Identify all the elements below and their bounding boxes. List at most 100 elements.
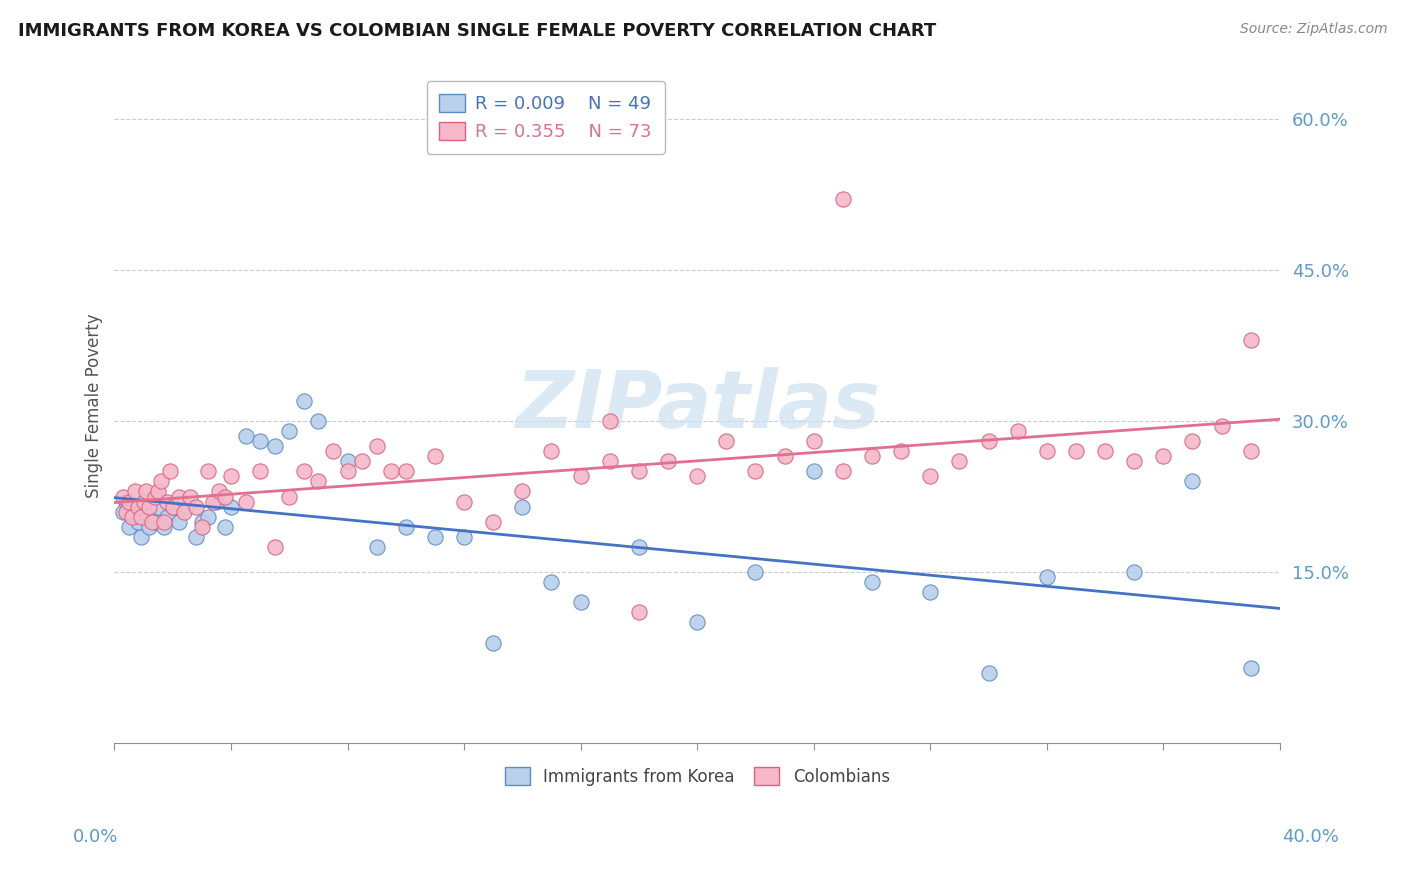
Point — [453, 530, 475, 544]
Point — [184, 530, 207, 544]
Point — [920, 469, 942, 483]
Point — [132, 494, 155, 508]
Point — [143, 515, 166, 529]
Text: 0.0%: 0.0% — [73, 828, 118, 846]
Point — [235, 494, 257, 508]
Point — [208, 484, 231, 499]
Point — [202, 494, 225, 508]
Point — [214, 519, 236, 533]
Point — [278, 424, 301, 438]
Point — [599, 454, 621, 468]
Point — [1152, 449, 1174, 463]
Point — [146, 484, 169, 499]
Point — [599, 414, 621, 428]
Point — [1211, 419, 1233, 434]
Point — [118, 494, 141, 508]
Point — [831, 193, 853, 207]
Point — [138, 519, 160, 533]
Point — [132, 505, 155, 519]
Text: IMMIGRANTS FROM KOREA VS COLOMBIAN SINGLE FEMALE POVERTY CORRELATION CHART: IMMIGRANTS FROM KOREA VS COLOMBIAN SINGL… — [18, 22, 936, 40]
Point — [627, 540, 650, 554]
Point — [191, 515, 214, 529]
Point — [540, 444, 562, 458]
Point — [146, 500, 169, 514]
Point — [138, 500, 160, 514]
Legend: Immigrants from Korea, Colombians: Immigrants from Korea, Colombians — [495, 757, 900, 796]
Point — [124, 484, 146, 499]
Point — [127, 500, 149, 514]
Point — [540, 575, 562, 590]
Point — [627, 464, 650, 478]
Point — [366, 540, 388, 554]
Point — [307, 475, 329, 489]
Point — [890, 444, 912, 458]
Text: ZIPatlas: ZIPatlas — [515, 367, 880, 445]
Y-axis label: Single Female Poverty: Single Female Poverty — [86, 314, 103, 499]
Point — [453, 494, 475, 508]
Point — [129, 530, 152, 544]
Point — [197, 509, 219, 524]
Point — [977, 434, 1000, 449]
Point — [1094, 444, 1116, 458]
Point — [173, 505, 195, 519]
Point — [176, 500, 198, 514]
Point — [336, 464, 359, 478]
Point — [510, 484, 533, 499]
Text: Source: ZipAtlas.com: Source: ZipAtlas.com — [1240, 22, 1388, 37]
Point — [124, 509, 146, 524]
Point — [167, 490, 190, 504]
Point — [263, 540, 285, 554]
Point — [1123, 565, 1146, 579]
Point — [143, 490, 166, 504]
Point — [1240, 661, 1263, 675]
Point — [249, 434, 271, 449]
Point — [150, 475, 173, 489]
Point — [156, 509, 179, 524]
Point — [686, 469, 709, 483]
Point — [214, 490, 236, 504]
Point — [292, 464, 315, 478]
Point — [197, 464, 219, 478]
Point — [1064, 444, 1087, 458]
Point — [141, 515, 163, 529]
Point — [744, 565, 766, 579]
Point — [831, 464, 853, 478]
Point — [336, 454, 359, 468]
Point — [1036, 570, 1059, 584]
Point — [657, 454, 679, 468]
Point — [115, 494, 138, 508]
Point — [1036, 444, 1059, 458]
Point — [263, 439, 285, 453]
Point — [569, 595, 592, 609]
Point — [1123, 454, 1146, 468]
Point — [352, 454, 374, 468]
Point — [860, 449, 883, 463]
Point — [380, 464, 402, 478]
Text: 40.0%: 40.0% — [1282, 828, 1339, 846]
Point — [803, 434, 825, 449]
Point — [153, 515, 176, 529]
Point — [112, 505, 135, 519]
Point — [510, 500, 533, 514]
Point — [395, 464, 418, 478]
Point — [1181, 434, 1204, 449]
Point — [773, 449, 796, 463]
Point — [744, 464, 766, 478]
Point — [1007, 424, 1029, 438]
Point — [162, 500, 184, 514]
Point — [249, 464, 271, 478]
Point — [1181, 475, 1204, 489]
Point — [977, 665, 1000, 680]
Point — [219, 469, 242, 483]
Point — [115, 505, 138, 519]
Point — [860, 575, 883, 590]
Point — [1240, 334, 1263, 348]
Point — [159, 464, 181, 478]
Point — [686, 615, 709, 630]
Point — [482, 635, 505, 649]
Point — [135, 484, 157, 499]
Point — [278, 490, 301, 504]
Point — [627, 605, 650, 619]
Point — [569, 469, 592, 483]
Point — [191, 519, 214, 533]
